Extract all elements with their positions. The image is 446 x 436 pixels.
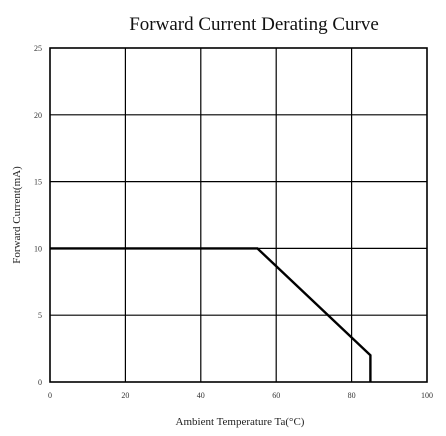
derating-curve-line (50, 247, 372, 382)
chart-title: Forward Current Derating Curve (129, 14, 379, 35)
x-axis-label: Ambient Temperature Ta(°C) (176, 416, 305, 428)
x-tick-label: 40 (197, 391, 205, 400)
y-tick-labels: 0 5 10 15 20 25 (34, 44, 42, 387)
plot-frame (49, 47, 428, 383)
series (50, 247, 372, 382)
grid (50, 48, 427, 382)
y-tick-label: 5 (38, 311, 42, 320)
y-tick-label: 10 (34, 244, 42, 253)
y-tick-label: 20 (34, 111, 42, 120)
y-axis-label: Forward Current(mA) (11, 166, 23, 264)
y-tick-label: 0 (38, 378, 42, 387)
x-tick-label: 100 (421, 391, 433, 400)
x-tick-labels: 0 20 40 60 80 100 (48, 391, 433, 400)
y-tick-label: 15 (34, 178, 42, 187)
x-tick-label: 80 (348, 391, 356, 400)
x-tick-label: 60 (272, 391, 280, 400)
y-tick-label: 25 (34, 44, 42, 53)
x-tick-label: 0 (48, 391, 52, 400)
x-tick-label: 20 (121, 391, 129, 400)
